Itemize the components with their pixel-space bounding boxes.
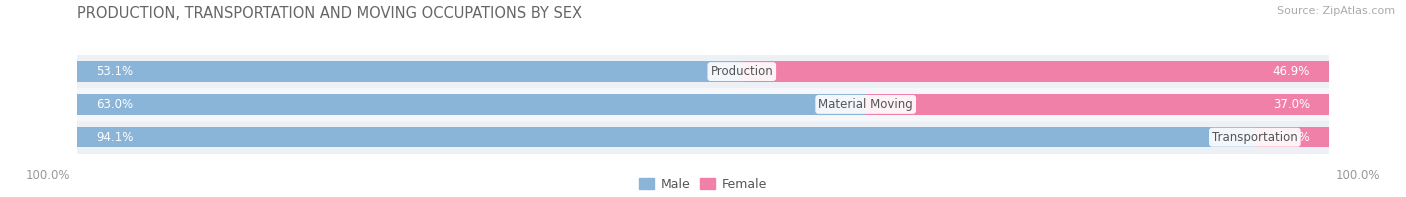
Text: Material Moving: Material Moving xyxy=(818,98,912,111)
Bar xyxy=(866,94,1329,115)
Text: 46.9%: 46.9% xyxy=(1272,65,1310,78)
Text: Production: Production xyxy=(710,65,773,78)
Bar xyxy=(1254,127,1329,147)
Text: 53.1%: 53.1% xyxy=(96,65,134,78)
Bar xyxy=(77,127,1254,147)
Text: 100.0%: 100.0% xyxy=(25,169,70,182)
Text: 94.1%: 94.1% xyxy=(96,131,134,144)
Text: 37.0%: 37.0% xyxy=(1272,98,1310,111)
Bar xyxy=(77,88,1329,121)
Bar xyxy=(77,94,866,115)
Text: PRODUCTION, TRANSPORTATION AND MOVING OCCUPATIONS BY SEX: PRODUCTION, TRANSPORTATION AND MOVING OC… xyxy=(77,6,582,21)
Legend: Male, Female: Male, Female xyxy=(640,178,766,191)
Text: 100.0%: 100.0% xyxy=(1336,169,1381,182)
Text: 63.0%: 63.0% xyxy=(96,98,134,111)
Text: Transportation: Transportation xyxy=(1212,131,1298,144)
Bar xyxy=(742,61,1329,82)
Bar xyxy=(77,121,1329,154)
Bar xyxy=(77,61,742,82)
Text: 5.9%: 5.9% xyxy=(1279,131,1310,144)
Text: Source: ZipAtlas.com: Source: ZipAtlas.com xyxy=(1277,6,1395,16)
Bar xyxy=(77,55,1329,88)
